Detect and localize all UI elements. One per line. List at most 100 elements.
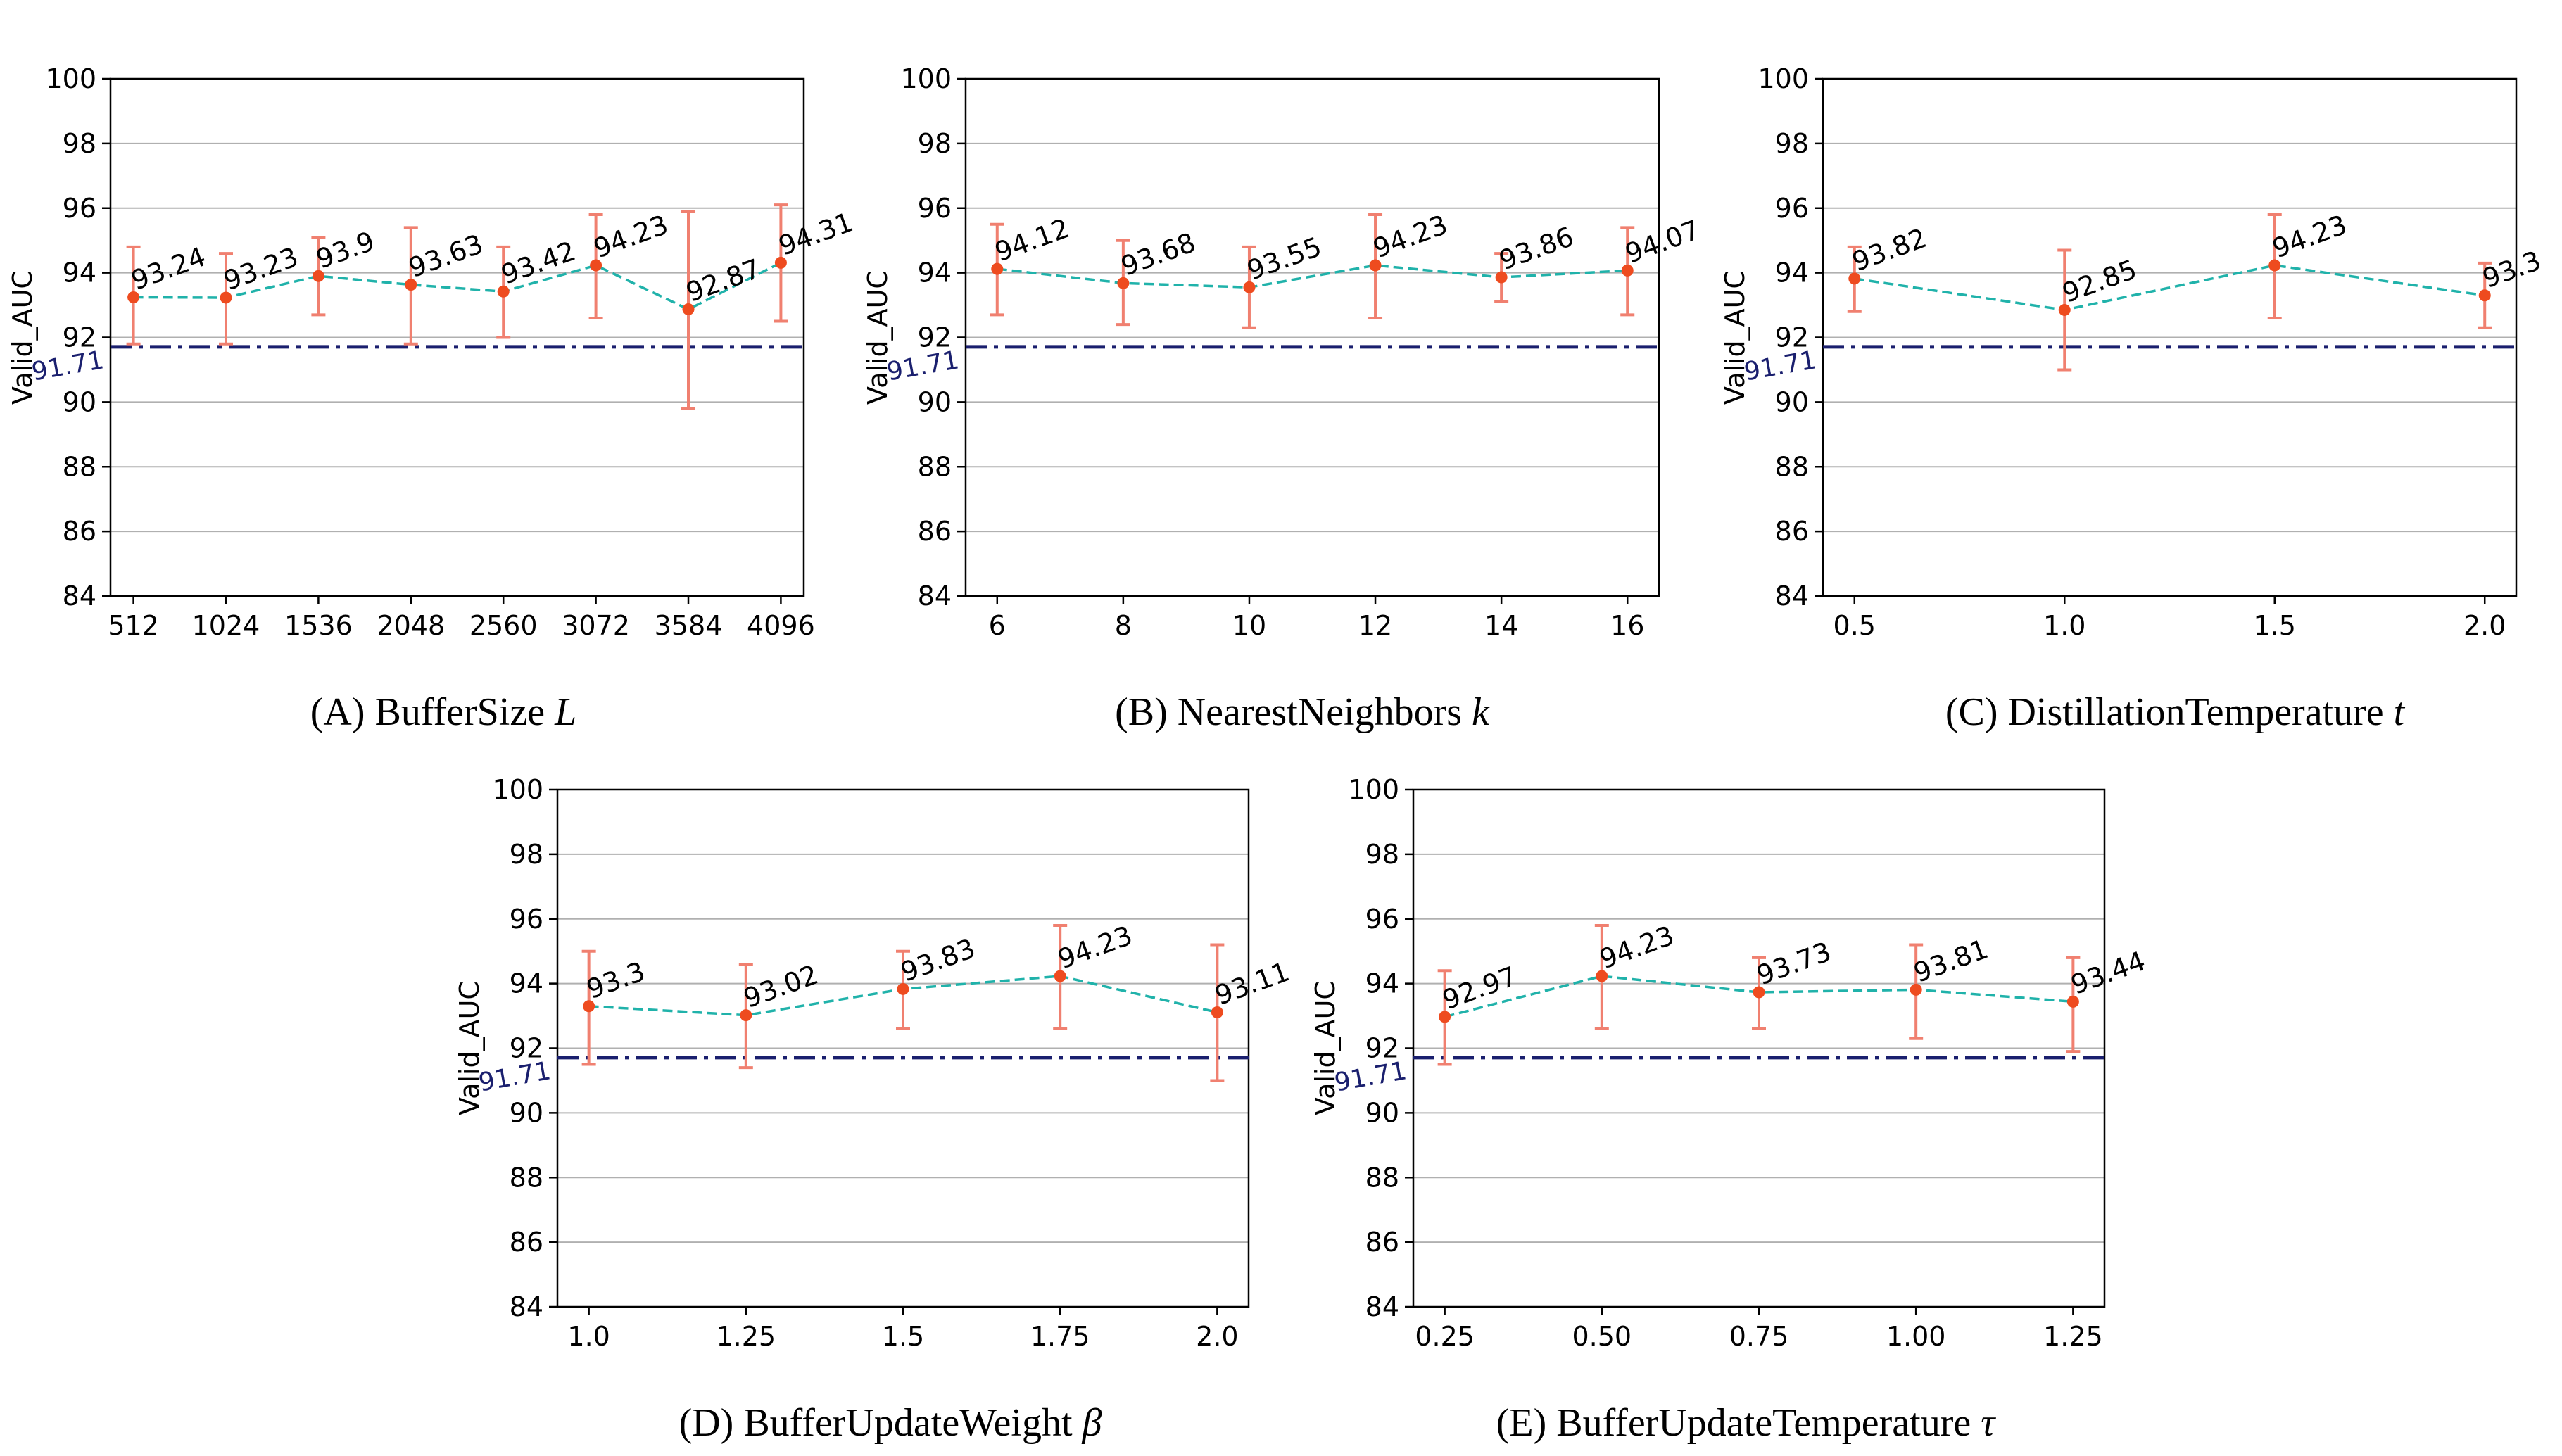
- data-point: [991, 262, 1004, 275]
- y-tick-label: 100: [1758, 63, 1809, 94]
- data-point: [127, 291, 140, 304]
- chart-panel-a: 84 86 88 90 92 94 96 98 100 512 1024 1536 2048 2560 30…: [7, 63, 857, 734]
- data-label: 93.83: [897, 932, 979, 988]
- data-label: 93.44: [2066, 945, 2149, 1001]
- y-tick-label: 100: [900, 63, 952, 94]
- y-tick-label: 92: [1365, 1033, 1399, 1064]
- x-tick-label: 12: [1358, 610, 1392, 641]
- data-point: [774, 256, 787, 269]
- y-tick-label: 100: [45, 63, 96, 94]
- data-label: 93.42: [497, 235, 579, 291]
- caption-text: (C) DistillationTemperature: [1945, 690, 2394, 734]
- y-tick-label: 92: [918, 322, 952, 353]
- series-line: [997, 264, 1628, 289]
- data-label: 92.87: [682, 253, 764, 308]
- x-tick-label: 16: [1610, 610, 1644, 641]
- data-label: 93.55: [1243, 231, 1325, 286]
- data-label: 93.11: [1211, 956, 1293, 1011]
- data-label: 94.23: [590, 209, 672, 265]
- x-tick-label: 8: [1115, 610, 1132, 641]
- chart-panel-c: 84 86 88 90 92 94 96 98 100 0.5 1.0 1.5 2.0 Valid_AUC…: [1719, 63, 2545, 734]
- x-tick-label: 1.0: [2043, 610, 2085, 641]
- data-label: 94.23: [1596, 920, 1678, 975]
- y-tick-label: 96: [510, 904, 543, 935]
- data-point: [1211, 1006, 1223, 1019]
- data-point: [740, 1009, 752, 1022]
- data-label: 94.23: [1369, 209, 1451, 265]
- data-point: [1495, 271, 1508, 284]
- data-label: 93.68: [1117, 227, 1199, 282]
- data-point: [590, 259, 602, 272]
- data-point: [1753, 986, 1765, 999]
- x-tick-label: 0.50: [1572, 1321, 1632, 1352]
- data-point: [2268, 259, 2281, 272]
- data-label: 93.86: [1495, 221, 1577, 277]
- y-tick-label: 88: [510, 1162, 543, 1193]
- y-tick-label: 90: [1365, 1097, 1399, 1128]
- y-tick-label: 90: [510, 1097, 543, 1128]
- y-tick-label: 98: [63, 128, 96, 159]
- data-label: 94.23: [2268, 209, 2351, 265]
- y-tick-label: 84: [1775, 581, 1809, 612]
- y-axis-label: Valid_AUC: [1310, 981, 1341, 1115]
- y-tick-label: 100: [492, 774, 543, 805]
- caption-symbol: t: [2394, 690, 2406, 734]
- caption-symbol: τ: [1981, 1401, 1996, 1445]
- data-point: [583, 1000, 595, 1013]
- caption-symbol: k: [1472, 690, 1490, 734]
- chart-panel-b: 84 86 88 90 92 94 96 98 100 6 8 10 12 14 16 Valid_AUC91…: [862, 63, 1704, 734]
- y-tick-label: 96: [63, 193, 96, 224]
- data-point: [2058, 303, 2071, 316]
- y-tick-label: 84: [510, 1291, 543, 1322]
- caption-symbol: L: [554, 690, 576, 734]
- y-tick-label: 88: [1775, 451, 1809, 482]
- baseline-label: 91.71: [30, 346, 106, 386]
- y-tick-label: 92: [510, 1033, 543, 1064]
- data-label: 93.81: [1910, 933, 1992, 989]
- x-tick-label: 512: [108, 610, 159, 641]
- y-tick-label: 92: [1775, 322, 1809, 353]
- data-label: 93.02: [740, 959, 822, 1015]
- y-tick-label: 100: [1348, 774, 1399, 805]
- chart-caption: (A) BufferSize L: [310, 690, 576, 734]
- x-tick-label: 2048: [377, 610, 445, 641]
- y-tick-label: 94: [510, 968, 543, 999]
- caption-text: (D) BufferUpdateWeight: [679, 1401, 1083, 1445]
- x-tick-label: 1.5: [882, 1321, 924, 1352]
- y-tick-label: 94: [1365, 968, 1399, 999]
- data-point: [1369, 259, 1382, 272]
- y-tick-label: 96: [1775, 193, 1809, 224]
- data-point: [405, 279, 417, 291]
- y-tick-label: 98: [510, 839, 543, 870]
- data-label: 93.3: [2478, 245, 2545, 294]
- x-tick-label: 1.5: [2254, 610, 2296, 641]
- y-tick-label: 88: [1365, 1162, 1399, 1193]
- series-line: [1854, 264, 2485, 312]
- chart-caption: (D) BufferUpdateWeight β: [679, 1401, 1102, 1445]
- data-point: [220, 291, 232, 304]
- x-tick-label: 1024: [192, 610, 260, 641]
- x-tick-label: 1.25: [2043, 1321, 2103, 1352]
- x-tick-label: 4096: [747, 610, 815, 641]
- y-tick-label: 84: [1365, 1291, 1399, 1322]
- y-tick-label: 90: [63, 386, 96, 417]
- y-tick-label: 94: [1775, 258, 1809, 289]
- x-tick-label: 10: [1232, 610, 1266, 641]
- y-axis-label: Valid_AUC: [1719, 270, 1750, 405]
- y-axis-label: Valid_AUC: [7, 270, 38, 405]
- data-point: [2478, 289, 2491, 302]
- chart-caption: (C) DistillationTemperature t: [1945, 690, 2406, 734]
- x-tick-label: 3072: [562, 610, 630, 641]
- data-label: 93.3: [583, 956, 650, 1005]
- data-label: 94.07: [1621, 214, 1703, 270]
- data-label: 93.24: [127, 241, 210, 296]
- x-tick-label: 6: [989, 610, 1006, 641]
- data-label: 93.9: [312, 225, 379, 274]
- data-point: [497, 285, 510, 298]
- y-tick-label: 86: [510, 1227, 543, 1258]
- baseline-label: 91.71: [477, 1056, 553, 1097]
- x-tick-label: 3584: [655, 610, 723, 641]
- data-point: [1117, 277, 1130, 289]
- data-point: [1848, 272, 1861, 285]
